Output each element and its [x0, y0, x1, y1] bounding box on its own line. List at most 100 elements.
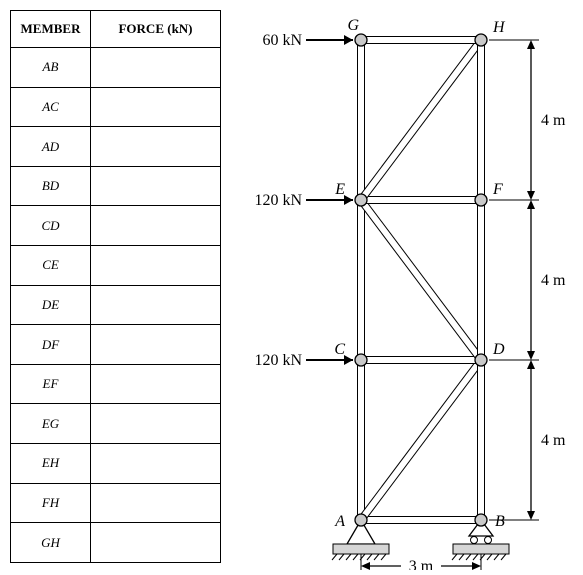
force-label: 120 kN: [254, 352, 302, 369]
dim-arrow: [527, 511, 535, 520]
member-cell: AB: [11, 48, 91, 88]
node-label-B: B: [495, 513, 505, 530]
hatch: [332, 554, 337, 560]
roller-wheel: [485, 537, 492, 544]
hatch: [353, 554, 358, 560]
force-label: 120 kN: [254, 192, 302, 209]
dim-arrow: [361, 562, 370, 570]
force-cell: [91, 444, 221, 484]
force-cell: [91, 364, 221, 404]
table-header-force: FORCE (kN): [91, 11, 221, 48]
node-H: [475, 34, 487, 46]
node-label-H: H: [492, 19, 506, 36]
force-cell: [91, 325, 221, 365]
hatch: [501, 554, 506, 560]
dim-arrow: [472, 562, 481, 570]
dim-arrow: [527, 191, 535, 200]
dim-arrow: [527, 351, 535, 360]
member-cell: EF: [11, 364, 91, 404]
member-force-table: MEMBER FORCE (kN) ABACADBDCDCEDEDFEFEGEH…: [10, 10, 221, 563]
hatch: [452, 554, 457, 560]
force-label: 60 kN: [262, 32, 302, 49]
truss-diagram: ABCDEFGH60 kN120 kN120 kN4 m4 m4 m3 m: [241, 10, 573, 563]
force-arrowhead: [344, 35, 353, 45]
truss-svg: ABCDEFGH60 kN120 kN120 kN4 m4 m4 m3 m: [241, 10, 571, 570]
member-CD: [361, 357, 481, 364]
member-cell: DF: [11, 325, 91, 365]
force-cell: [91, 127, 221, 167]
hatch: [473, 554, 478, 560]
member-EG: [358, 40, 365, 200]
member-CE: [358, 200, 365, 360]
dim-arrow: [527, 360, 535, 369]
hatch: [494, 554, 499, 560]
force-arrowhead: [344, 355, 353, 365]
node-C: [355, 354, 367, 366]
member-cell: BD: [11, 166, 91, 206]
table-row: DE: [11, 285, 221, 325]
table-row: EH: [11, 444, 221, 484]
hatch: [466, 554, 471, 560]
force-cell: [91, 483, 221, 523]
member-AC: [358, 360, 365, 520]
force-cell: [91, 246, 221, 286]
member-GH: [361, 37, 481, 44]
dim-arrow: [527, 200, 535, 209]
member-DE: [358, 198, 484, 362]
hatch: [459, 554, 464, 560]
member-cell: EG: [11, 404, 91, 444]
table-row: CD: [11, 206, 221, 246]
dim-label: 4 m: [541, 272, 566, 289]
table-row: EG: [11, 404, 221, 444]
table-row: FH: [11, 483, 221, 523]
member-AD: [358, 358, 484, 522]
roller-wheel: [471, 537, 478, 544]
force-cell: [91, 404, 221, 444]
ground: [453, 544, 509, 554]
node-label-E: E: [334, 181, 345, 198]
dim-label: 4 m: [541, 112, 566, 129]
member-EF: [361, 197, 481, 204]
member-BD: [478, 360, 485, 520]
hatch: [346, 554, 351, 560]
force-cell: [91, 285, 221, 325]
member-cell: AD: [11, 127, 91, 167]
force-cell: [91, 166, 221, 206]
force-arrowhead: [344, 195, 353, 205]
table-row: AD: [11, 127, 221, 167]
node-E: [355, 194, 367, 206]
hatch: [487, 554, 492, 560]
node-B: [475, 514, 487, 526]
member-cell: CE: [11, 246, 91, 286]
force-cell: [91, 206, 221, 246]
member-EH: [358, 38, 484, 202]
member-cell: EH: [11, 444, 91, 484]
force-cell: [91, 87, 221, 127]
dim-label: 4 m: [541, 432, 566, 449]
member-FH: [478, 40, 485, 200]
dim-label: 3 m: [409, 558, 434, 570]
node-G: [355, 34, 367, 46]
member-cell: CD: [11, 206, 91, 246]
member-DF: [478, 200, 485, 360]
dim-arrow: [527, 40, 535, 49]
member-AB: [361, 517, 481, 524]
node-D: [475, 354, 487, 366]
table-row: DF: [11, 325, 221, 365]
force-cell: [91, 48, 221, 88]
member-cell: AC: [11, 87, 91, 127]
hatch: [374, 554, 379, 560]
force-cell: [91, 523, 221, 563]
hatch: [381, 554, 386, 560]
node-label-A: A: [334, 513, 345, 530]
node-label-C: C: [334, 341, 345, 358]
node-F: [475, 194, 487, 206]
hatch: [339, 554, 344, 560]
table-row: AC: [11, 87, 221, 127]
node-label-G: G: [347, 17, 359, 34]
hatch: [367, 554, 372, 560]
table-row: CE: [11, 246, 221, 286]
ground: [333, 544, 389, 554]
table-header-member: MEMBER: [11, 11, 91, 48]
member-cell: DE: [11, 285, 91, 325]
